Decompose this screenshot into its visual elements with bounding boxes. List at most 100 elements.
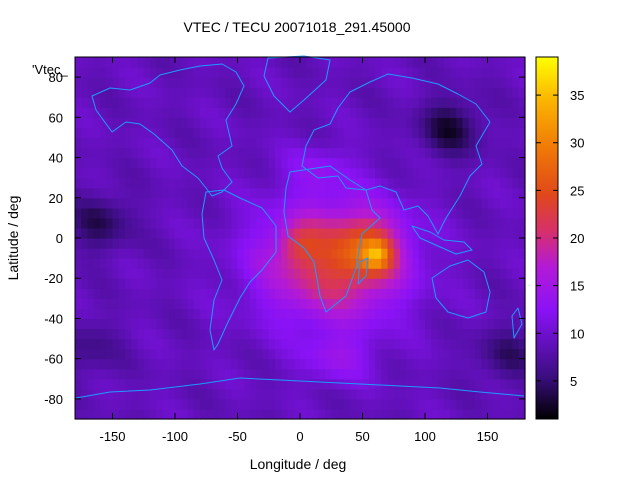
heatmap-cell [162, 258, 170, 269]
heatmap-cell [137, 67, 145, 78]
heatmap-cell [412, 278, 420, 289]
heatmap-cell [143, 408, 151, 420]
heatmap-cell [350, 197, 357, 209]
heatmap-cell [325, 57, 332, 68]
heatmap-cell [487, 358, 495, 370]
heatmap-cell [237, 217, 245, 229]
heatmap-cell [206, 268, 214, 279]
heatmap-cell [306, 248, 314, 259]
heatmap-cell [168, 338, 176, 350]
heatmap-cell [75, 147, 82, 159]
heatmap-cell [268, 398, 276, 410]
heatmap-cell [337, 338, 345, 350]
heatmap-cell [156, 258, 164, 269]
heatmap-cell [106, 278, 114, 289]
heatmap-cell [506, 177, 514, 189]
heatmap-cell [300, 408, 307, 420]
heatmap-cell [437, 338, 445, 350]
heatmap-cell [500, 97, 507, 108]
heatmap-cell [212, 298, 220, 309]
heatmap-cell [218, 258, 226, 269]
colorbar-tick-label: 25 [570, 183, 584, 198]
heatmap-cell [112, 107, 120, 118]
heatmap-cell [381, 167, 389, 179]
heatmap-cell [387, 127, 395, 139]
heatmap-cell [156, 308, 164, 320]
heatmap-cell [325, 388, 332, 400]
heatmap-cell [125, 238, 132, 249]
heatmap-cell [456, 197, 464, 209]
heatmap-cell [406, 197, 414, 209]
heatmap-cell [300, 137, 307, 149]
heatmap-cell [181, 197, 189, 209]
heatmap-cell [356, 238, 364, 249]
heatmap-cell [512, 217, 520, 229]
heatmap-cell [175, 67, 182, 78]
heatmap-cell [100, 368, 107, 380]
heatmap-cell [137, 97, 145, 108]
heatmap-cell [412, 117, 420, 128]
heatmap-cell [356, 408, 364, 420]
heatmap-cell [243, 288, 251, 299]
heatmap-cell [200, 258, 207, 269]
heatmap-cell [375, 348, 382, 360]
heatmap-cell [443, 268, 451, 279]
heatmap-cell [393, 217, 401, 229]
heatmap-cell [81, 57, 89, 68]
heatmap-cell [100, 177, 107, 189]
heatmap-cell [193, 338, 201, 350]
heatmap-cell [281, 77, 289, 88]
heatmap-cell [450, 268, 457, 279]
heatmap-cell [381, 358, 389, 370]
heatmap-cell [325, 187, 332, 199]
heatmap-cell [187, 67, 195, 78]
heatmap-cell [262, 328, 270, 340]
heatmap-cell [425, 87, 432, 98]
heatmap-cell [475, 258, 482, 269]
heatmap-cell [337, 117, 345, 128]
heatmap-cell [387, 278, 395, 289]
heatmap-cell [100, 67, 107, 78]
heatmap-cell [193, 67, 201, 78]
heatmap-cell [300, 167, 307, 179]
heatmap-cell [168, 117, 176, 128]
heatmap-cell [337, 258, 345, 269]
heatmap-cell [193, 157, 201, 169]
heatmap-cell [131, 77, 139, 88]
heatmap-cell [187, 107, 195, 118]
heatmap-cell [387, 57, 395, 68]
heatmap-cell [100, 308, 107, 320]
heatmap-cell [287, 358, 295, 370]
heatmap-cell [243, 57, 251, 68]
heatmap-cell [443, 288, 451, 299]
heatmap-cell [468, 308, 476, 320]
heatmap-cell [500, 238, 507, 249]
heatmap-cell [300, 87, 307, 98]
heatmap-cell [462, 388, 470, 400]
heatmap-cell [425, 127, 432, 139]
heatmap-cell [218, 248, 226, 259]
heatmap-cell [181, 298, 189, 309]
heatmap-cell [318, 127, 326, 139]
heatmap-cell [431, 147, 439, 159]
heatmap-cell [287, 177, 295, 189]
heatmap-cell [437, 368, 445, 380]
heatmap-cell [312, 288, 320, 299]
heatmap-cell [368, 298, 376, 309]
heatmap-cell [106, 248, 114, 259]
heatmap-cell [100, 318, 107, 330]
heatmap-cell [337, 167, 345, 179]
heatmap-cell [300, 308, 307, 320]
heatmap-cell [225, 67, 232, 78]
heatmap-cell [418, 368, 426, 380]
heatmap-cell [412, 368, 420, 380]
heatmap-cell [425, 97, 432, 108]
heatmap-cell [343, 167, 351, 179]
heatmap-cell [168, 147, 176, 159]
heatmap-cell [512, 338, 520, 350]
heatmap-cell [137, 107, 145, 118]
heatmap-cell [443, 117, 451, 128]
heatmap-cell [375, 338, 382, 350]
heatmap-cell [462, 207, 470, 219]
heatmap-cell [418, 107, 426, 118]
